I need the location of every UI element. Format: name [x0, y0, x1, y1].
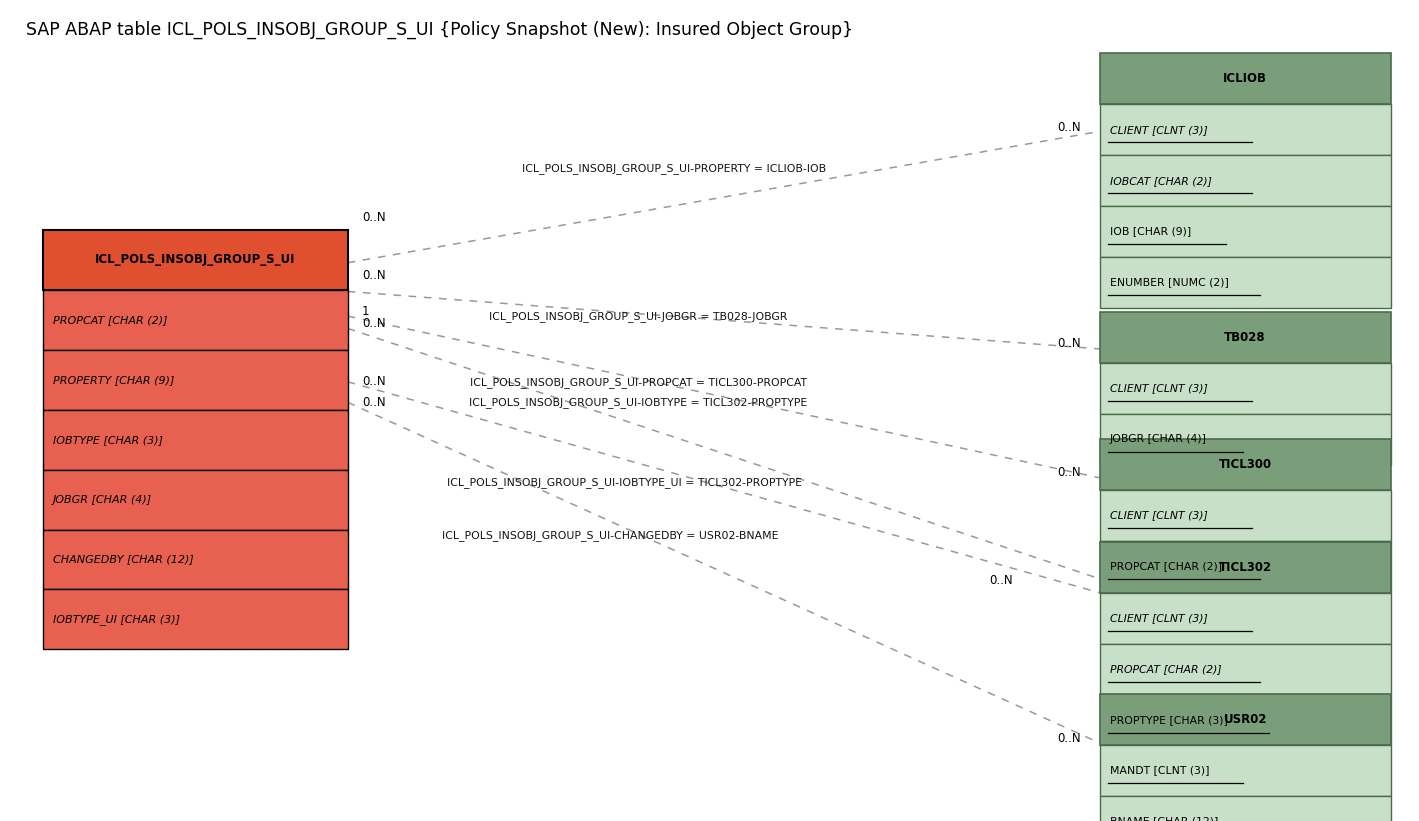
Text: ENUMBER [NUMC (2)]: ENUMBER [NUMC (2)] — [1110, 277, 1229, 287]
Bar — [1100, 694, 1391, 745]
Text: JOBGR [CHAR (4)]: JOBGR [CHAR (4)] — [1110, 434, 1206, 444]
Text: 0..N: 0..N — [362, 211, 386, 224]
Text: 1: 1 — [362, 305, 369, 319]
Bar — [1100, 363, 1391, 414]
Bar — [1100, 542, 1391, 593]
Bar — [43, 589, 348, 649]
Text: 0..N: 0..N — [1057, 121, 1081, 134]
Text: CHANGEDBY [CHAR (12)]: CHANGEDBY [CHAR (12)] — [53, 554, 193, 565]
Bar — [1100, 439, 1391, 490]
Text: MANDT [CLNT (3)]: MANDT [CLNT (3)] — [1110, 765, 1209, 775]
Text: ICL_POLS_INSOBJ_GROUP_S_UI-IOBTYPE_UI = TICL302-PROPTYPE: ICL_POLS_INSOBJ_GROUP_S_UI-IOBTYPE_UI = … — [447, 477, 802, 488]
Bar — [1100, 312, 1391, 363]
Text: PROPTYPE [CHAR (3)]: PROPTYPE [CHAR (3)] — [1110, 715, 1227, 725]
Bar — [1100, 257, 1391, 308]
Text: 0..N: 0..N — [362, 396, 386, 409]
Text: CLIENT [CLNT (3)]: CLIENT [CLNT (3)] — [1110, 125, 1208, 135]
Text: ICLIOB: ICLIOB — [1223, 72, 1267, 85]
Text: PROPERTY [CHAR (9)]: PROPERTY [CHAR (9)] — [53, 374, 175, 385]
Bar — [43, 290, 348, 350]
Bar — [1100, 490, 1391, 541]
Text: IOB [CHAR (9)]: IOB [CHAR (9)] — [1110, 227, 1191, 236]
Text: TB028: TB028 — [1225, 331, 1266, 344]
Text: ICL_POLS_INSOBJ_GROUP_S_UI-IOBTYPE = TICL302-PROPTYPE: ICL_POLS_INSOBJ_GROUP_S_UI-IOBTYPE = TIC… — [470, 397, 807, 408]
Bar — [1100, 644, 1391, 695]
Text: SAP ABAP table ICL_POLS_INSOBJ_GROUP_S_UI {Policy Snapshot (New): Insured Object: SAP ABAP table ICL_POLS_INSOBJ_GROUP_S_U… — [26, 21, 853, 39]
Text: 0..N: 0..N — [362, 317, 386, 330]
Bar — [43, 530, 348, 589]
Text: PROPCAT [CHAR (2)]: PROPCAT [CHAR (2)] — [1110, 562, 1222, 571]
Text: BNAME [CHAR (12)]: BNAME [CHAR (12)] — [1110, 816, 1218, 821]
Text: ICL_POLS_INSOBJ_GROUP_S_UI: ICL_POLS_INSOBJ_GROUP_S_UI — [95, 254, 295, 266]
Text: PROPCAT [CHAR (2)]: PROPCAT [CHAR (2)] — [1110, 664, 1222, 674]
Text: ICL_POLS_INSOBJ_GROUP_S_UI-PROPCAT = TICL300-PROPCAT: ICL_POLS_INSOBJ_GROUP_S_UI-PROPCAT = TIC… — [470, 377, 807, 388]
Bar — [1100, 104, 1391, 155]
Text: TICL300: TICL300 — [1219, 458, 1271, 471]
Bar — [43, 410, 348, 470]
Text: TICL302: TICL302 — [1219, 561, 1271, 574]
Text: CLIENT [CLNT (3)]: CLIENT [CLNT (3)] — [1110, 511, 1208, 521]
Bar — [1100, 206, 1391, 257]
Bar — [1100, 745, 1391, 796]
Text: 0..N: 0..N — [1057, 466, 1081, 479]
Text: PROPCAT [CHAR (2)]: PROPCAT [CHAR (2)] — [53, 314, 167, 325]
Text: 0..N: 0..N — [1057, 732, 1081, 745]
Bar — [43, 230, 348, 290]
Bar — [1100, 414, 1391, 465]
Text: IOBCAT [CHAR (2)]: IOBCAT [CHAR (2)] — [1110, 176, 1212, 186]
Bar — [1100, 695, 1391, 745]
Bar — [43, 350, 348, 410]
Text: JOBGR [CHAR (4)]: JOBGR [CHAR (4)] — [53, 494, 152, 505]
Text: 0..N: 0..N — [1057, 337, 1081, 350]
Text: 0..N: 0..N — [362, 375, 386, 388]
Text: CLIENT [CLNT (3)]: CLIENT [CLNT (3)] — [1110, 383, 1208, 393]
Text: CLIENT [CLNT (3)]: CLIENT [CLNT (3)] — [1110, 613, 1208, 623]
Text: USR02: USR02 — [1223, 713, 1267, 726]
Bar — [1100, 796, 1391, 821]
Text: IOBTYPE [CHAR (3)]: IOBTYPE [CHAR (3)] — [53, 434, 163, 445]
Text: 0..N: 0..N — [989, 574, 1013, 587]
Text: ICL_POLS_INSOBJ_GROUP_S_UI-PROPERTY = ICLIOB-IOB: ICL_POLS_INSOBJ_GROUP_S_UI-PROPERTY = IC… — [522, 163, 826, 174]
Bar — [1100, 155, 1391, 206]
Bar — [1100, 53, 1391, 104]
Text: IOBTYPE_UI [CHAR (3)]: IOBTYPE_UI [CHAR (3)] — [53, 614, 179, 625]
Text: 0..N: 0..N — [362, 268, 386, 282]
Bar — [1100, 593, 1391, 644]
Bar — [1100, 541, 1391, 592]
Text: ICL_POLS_INSOBJ_GROUP_S_UI-JOBGR = TB028-JOBGR: ICL_POLS_INSOBJ_GROUP_S_UI-JOBGR = TB028… — [490, 310, 788, 322]
Bar — [43, 470, 348, 530]
Text: ICL_POLS_INSOBJ_GROUP_S_UI-CHANGEDBY = USR02-BNAME: ICL_POLS_INSOBJ_GROUP_S_UI-CHANGEDBY = U… — [441, 530, 779, 541]
